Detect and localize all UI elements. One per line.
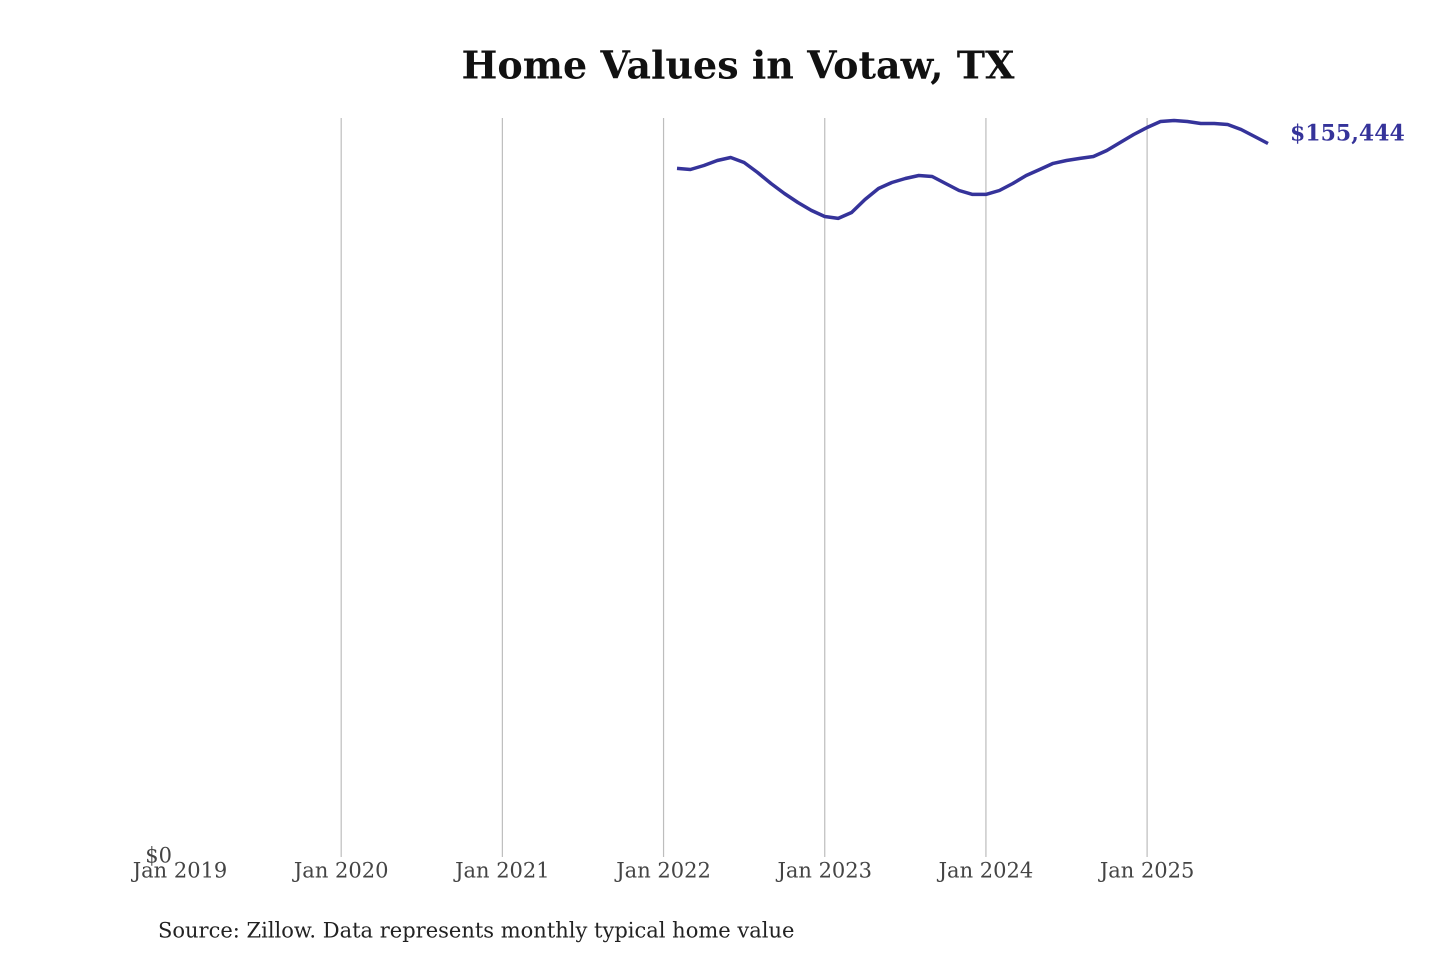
x-tick-label: Jan 2025	[1098, 859, 1195, 883]
x-tick-label: Jan 2020	[292, 859, 389, 883]
y-tick-label: $0	[145, 844, 172, 868]
source-note: Source: Zillow. Data represents monthly …	[158, 919, 794, 943]
x-tick-label: Jan 2024	[937, 859, 1034, 883]
value-label: $155,444	[1290, 121, 1405, 147]
x-tick-label: Jan 2019	[131, 859, 228, 883]
line	[676, 118, 1269, 221]
chart-title: Home Values in Votaw, TX	[462, 43, 1016, 88]
x-tick-label: Jan 2023	[775, 859, 872, 883]
x-tick-label: Jan 2022	[614, 859, 711, 883]
x-tick-label: Jan 2021	[453, 859, 550, 883]
